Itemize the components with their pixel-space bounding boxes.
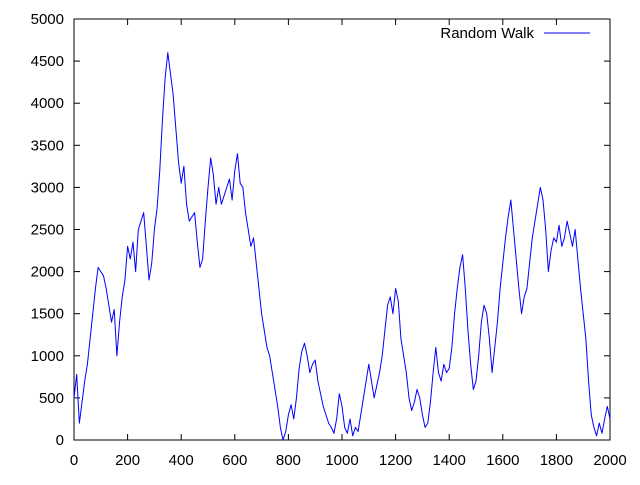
x-axis: 0 200 400 600 800 1000 1200 1400 1600 1800 2000 (70, 19, 627, 469)
y-tick-label: 3500 (31, 137, 64, 154)
y-tick-label: 3000 (31, 179, 64, 196)
y-axis: 0 500 1000 1500 2000 2500 3000 3500 4000 4500 5000 (31, 11, 610, 449)
y-tick-label: 4000 (31, 95, 64, 112)
x-tick-label: 1600 (486, 452, 519, 469)
y-tick-label: 2000 (31, 264, 64, 281)
x-tick-label: 0 (70, 452, 78, 469)
legend-label: Random Walk (440, 25, 534, 42)
x-tick-label: 800 (276, 452, 301, 469)
y-tick-label: 0 (56, 432, 64, 449)
x-tick-label: 200 (115, 452, 140, 469)
x-tick-label: 1400 (433, 452, 466, 469)
y-tick-label: 2500 (31, 222, 64, 239)
y-tick-label: 500 (39, 390, 64, 407)
series-line-random-walk (73, 52, 611, 441)
y-tick-label: 5000 (31, 11, 64, 28)
x-tick-label: 600 (222, 452, 247, 469)
x-tick-label: 400 (169, 452, 194, 469)
x-tick-label: 1200 (379, 452, 412, 469)
x-tick-label: 1000 (325, 452, 358, 469)
y-tick-label: 4500 (31, 53, 64, 70)
x-tick-label: 1800 (540, 452, 573, 469)
series-layer (73, 52, 611, 441)
x-tick-label: 2000 (593, 452, 626, 469)
y-tick-label: 1000 (31, 348, 64, 365)
plot-area: 0 200 400 600 800 1000 1200 1400 1600 1800 2000 0 5… (31, 11, 627, 469)
legend: Random Walk (440, 25, 590, 42)
y-tick-label: 1500 (31, 306, 64, 323)
